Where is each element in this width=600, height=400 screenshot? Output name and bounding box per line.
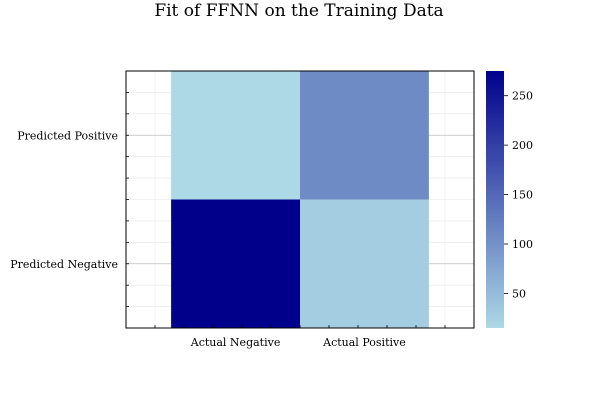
x-tick-label: Actual Negative [190, 336, 281, 349]
colorbar: 50 100 150 200 250 [486, 71, 533, 328]
heatmap-cell [300, 199, 429, 328]
y-tick-label: Predicted Negative [10, 258, 118, 271]
colorbar-tick-label: 150 [512, 189, 533, 202]
colorbar-tick-label: 100 [512, 238, 533, 251]
x-tick-label: Actual Positive [322, 336, 406, 349]
y-tick-label: Predicted Positive [17, 129, 118, 142]
plot-area: Predicted Negative Predicted Positive Actu… [10, 70, 475, 349]
colorbar-tick-label: 200 [512, 139, 533, 152]
heatmap-cell [171, 71, 300, 200]
colorbar-tick-label: 50 [512, 287, 526, 300]
colorbar-bar [486, 71, 504, 328]
heatmap-cell [300, 71, 429, 200]
chart-title: Fit of FFNN on the Training Data [154, 1, 443, 21]
heatmap-cell [171, 199, 300, 328]
heatmap-cells [171, 71, 429, 328]
colorbar-tick-label: 250 [512, 90, 533, 103]
